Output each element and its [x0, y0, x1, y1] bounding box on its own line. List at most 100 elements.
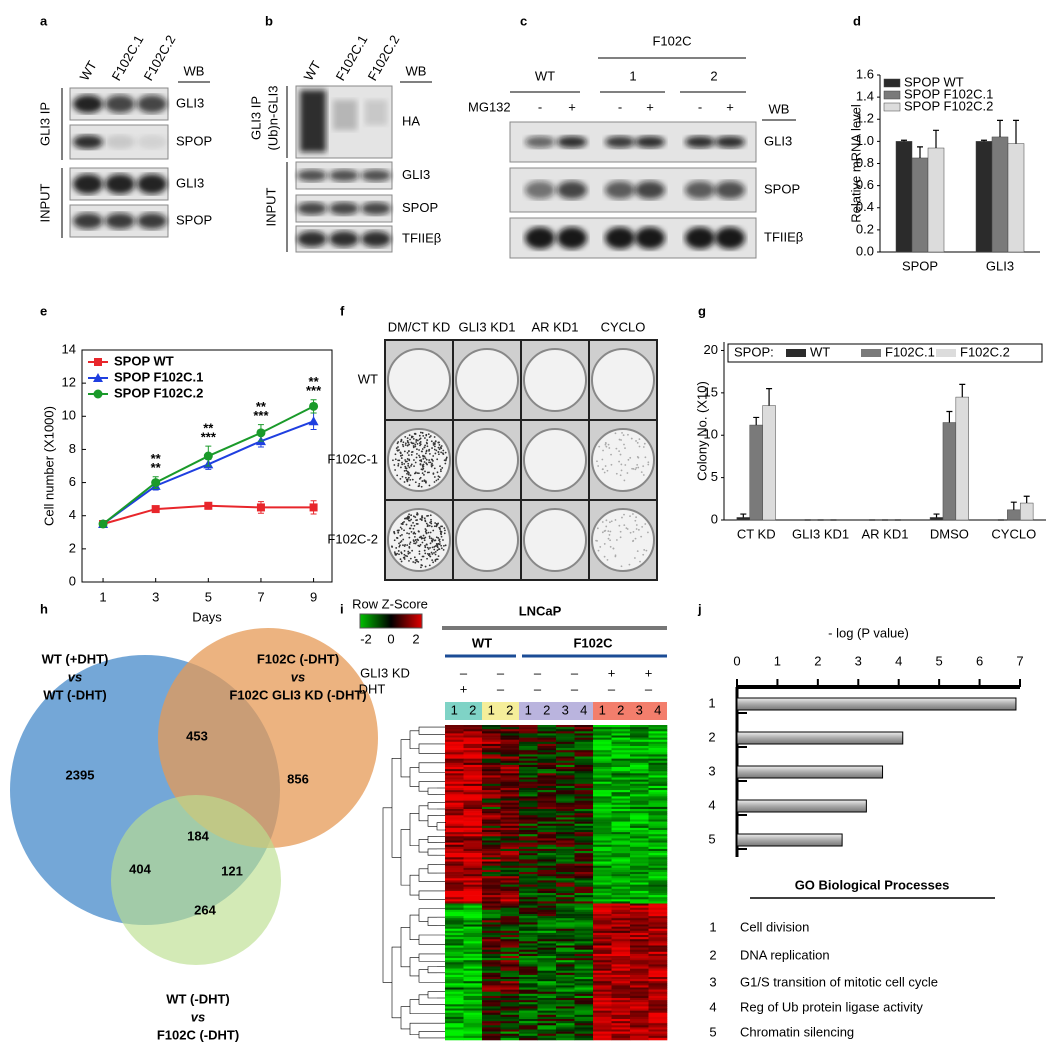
heatmap-cell [611, 895, 631, 898]
heatmap-cell [519, 985, 538, 988]
heatmap-cell [445, 794, 464, 797]
heatmap-cell [519, 813, 538, 816]
heatmap-cell [630, 874, 649, 877]
heatmap-cell [445, 920, 464, 923]
heatmap-cell [648, 748, 668, 751]
heatmap-cell [482, 750, 501, 753]
heatmap-cell [630, 985, 649, 988]
colony [393, 531, 396, 534]
group-label: WT [472, 635, 492, 650]
heatmap-cell [556, 815, 575, 818]
dendrogram [391, 758, 401, 858]
heatmap-cell [537, 1035, 557, 1039]
heatmap-cell [482, 800, 501, 803]
heatmap-cell [648, 884, 668, 887]
column-label: GLI3 KD1 [458, 319, 515, 334]
colony [435, 449, 438, 452]
heatmap-cell [648, 1012, 668, 1016]
heatmap-cell [537, 869, 557, 873]
colony [414, 445, 417, 448]
colony [436, 546, 439, 549]
heatmap-cell [519, 748, 538, 751]
colony [424, 444, 427, 447]
heatmap-cell [648, 949, 668, 953]
heatmap-cell [611, 741, 631, 745]
row-label: F102C-1 [327, 451, 378, 466]
heatmap-cell [445, 1031, 464, 1034]
heatmap-cell [537, 853, 557, 856]
heatmap-cell [611, 886, 631, 890]
blot-label: GLI3 [176, 175, 204, 190]
heatmap-cell [611, 1006, 631, 1009]
heatmap-cell [463, 775, 483, 778]
heatmap-cell [648, 914, 668, 917]
heatmap-cell [445, 968, 464, 971]
heatmap-cell [500, 743, 520, 747]
heatmap-cell [593, 823, 612, 827]
colony [433, 548, 436, 551]
x-tick-label: 7 [1016, 653, 1023, 668]
heatmap-cell [611, 943, 631, 946]
go-number: 1 [709, 919, 716, 934]
heatmap-cell [445, 827, 464, 831]
heatmap-cell [556, 752, 575, 755]
heatmap-cell [445, 911, 464, 915]
heatmap-cell [648, 911, 668, 915]
heatmap-cell [445, 872, 464, 875]
group-label: WT [535, 68, 555, 83]
colony [403, 481, 406, 483]
heatmap-cell [537, 935, 557, 938]
heatmap-cell [445, 958, 464, 961]
heatmap-cell [519, 905, 538, 908]
heatmap-cell [519, 941, 538, 944]
colony [635, 516, 638, 519]
colony [401, 533, 403, 536]
heatmap-cell [463, 960, 483, 963]
heatmap-cell [648, 733, 668, 736]
band [525, 227, 555, 249]
blot-label: SPOP [402, 200, 438, 215]
heatmap-cell [482, 872, 501, 875]
heatmap-cell [500, 1037, 520, 1041]
heatmap-cell [482, 903, 501, 906]
colony [394, 453, 397, 456]
heatmap-cell [630, 901, 649, 904]
colony [400, 466, 402, 469]
heatmap-cell [519, 832, 538, 835]
heatmap-cell [593, 748, 612, 751]
heatmap-cell [463, 788, 483, 791]
heatmap-cell [500, 863, 520, 866]
colony [399, 454, 402, 457]
heatmap-cell [556, 882, 575, 885]
heatmap-cell [463, 815, 483, 818]
heatmap-cell [630, 1010, 649, 1013]
x-tick-label: CT KD [737, 526, 776, 541]
heatmap-cell [445, 746, 464, 749]
heatmap-cell [519, 981, 538, 984]
colony [440, 470, 442, 473]
error-bar [901, 139, 907, 142]
colony [603, 555, 606, 558]
heatmap-cell [500, 834, 520, 837]
colony [609, 545, 612, 548]
cell-line: LNCaP [519, 603, 562, 618]
heatmap-cell [537, 960, 557, 963]
colony [406, 444, 409, 447]
heatmap-cell [611, 951, 631, 955]
colony [438, 453, 440, 456]
heatmap-cell [630, 830, 649, 833]
dendrogram [418, 805, 428, 822]
colony [422, 467, 425, 470]
heatmap-cell [519, 876, 538, 879]
heatmap-cell [482, 926, 501, 929]
heatmap-cell [482, 752, 501, 755]
heatmap-cell [537, 840, 557, 843]
heatmap-cell [463, 880, 483, 883]
heatmap-cell [537, 930, 557, 934]
colony [433, 467, 436, 470]
heatmap-cell [482, 865, 501, 869]
colony [413, 465, 415, 468]
heatmap-cell [537, 848, 557, 852]
colony [406, 478, 409, 481]
heatmap-cell [445, 830, 464, 833]
